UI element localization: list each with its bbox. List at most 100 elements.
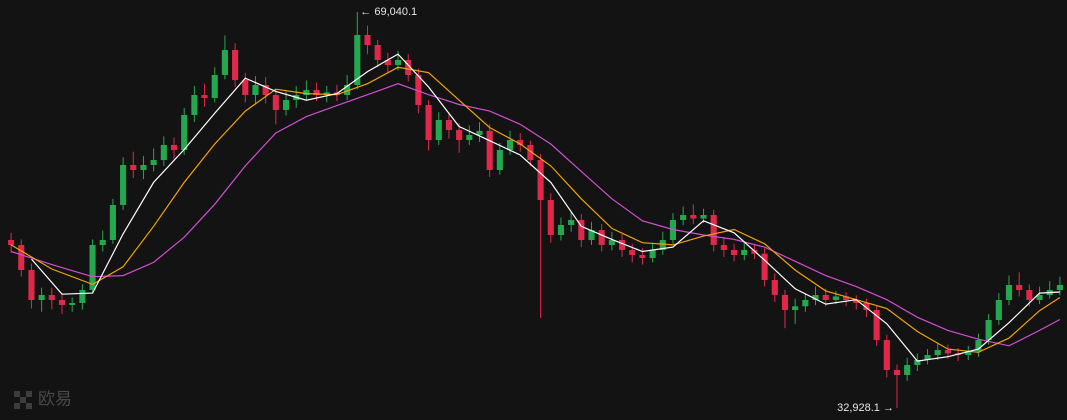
- candle-body: [394, 60, 402, 65]
- candle-body: [282, 100, 290, 110]
- candle-body: [547, 200, 554, 235]
- candle-body: [1016, 285, 1023, 290]
- candle-body: [79, 290, 86, 304]
- candle-body: [802, 300, 809, 307]
- candle-body: [822, 295, 829, 300]
- candle-body: [639, 255, 646, 259]
- candle-body: [232, 50, 239, 80]
- candle-body: [354, 35, 361, 85]
- candle-body: [924, 355, 931, 360]
- candle-body: [374, 45, 381, 60]
- candle-body: [456, 130, 463, 140]
- candle-body: [496, 150, 503, 170]
- candle-body: [629, 250, 636, 255]
- candle-body: [934, 350, 941, 355]
- candle-body: [211, 75, 218, 98]
- candle-body: [985, 320, 992, 340]
- min-price-label: 32,928.1 →: [837, 402, 894, 414]
- candle-body: [38, 295, 45, 300]
- candle-body: [761, 253, 768, 280]
- candle-body: [741, 250, 748, 255]
- candle-body: [781, 295, 789, 310]
- candle-body: [506, 140, 514, 150]
- candle-body: [272, 95, 279, 110]
- candle-body: [578, 220, 585, 240]
- candle-body: [527, 145, 534, 160]
- candle-body: [364, 35, 371, 45]
- moving-average-line: [10, 66, 1061, 353]
- candle-body: [944, 350, 951, 354]
- logo-block: [14, 391, 20, 397]
- candle-body: [303, 90, 310, 95]
- logo-block: [26, 403, 32, 409]
- candle-body: [466, 135, 473, 140]
- candle-body: [975, 340, 982, 352]
- candle-body: [883, 340, 890, 370]
- watermark: 欧易: [14, 389, 72, 409]
- candle-body: [58, 300, 66, 305]
- candle-body: [965, 351, 972, 355]
- candle-body: [384, 60, 391, 65]
- moving-average-line: [10, 83, 1061, 347]
- candle-body: [771, 280, 778, 295]
- candle-body: [517, 140, 524, 145]
- candle-body: [649, 250, 656, 259]
- candle-body: [425, 105, 432, 140]
- candle-body: [405, 60, 412, 75]
- candle-body: [873, 310, 880, 340]
- candle-body: [170, 145, 178, 150]
- candle-body: [476, 130, 483, 135]
- candle-body: [1036, 295, 1043, 300]
- candle-body: [863, 303, 870, 310]
- candle-body: [710, 215, 717, 245]
- candle-body: [832, 296, 839, 300]
- candle-body: [344, 85, 351, 95]
- candle-body: [109, 205, 116, 240]
- candle-body: [608, 240, 615, 245]
- candle-body: [415, 75, 422, 105]
- candle-body: [99, 240, 106, 245]
- candle-body: [690, 215, 697, 219]
- candle-body: [8, 240, 15, 245]
- logo-block: [14, 403, 20, 409]
- moving-average-line: [31, 53, 1060, 362]
- candle-body: [792, 306, 799, 310]
- candle-body: [140, 165, 147, 170]
- candle-body: [995, 300, 1002, 320]
- candle-body: [1056, 285, 1063, 290]
- candle-body: [313, 90, 320, 95]
- candle-body: [537, 160, 544, 200]
- candle-body: [262, 85, 269, 95]
- candle-body: [680, 215, 687, 220]
- candle-body: [812, 295, 819, 300]
- candle-body: [191, 95, 198, 115]
- candle-body: [893, 370, 901, 375]
- candle-body: [150, 160, 157, 165]
- candle-body: [48, 295, 55, 300]
- candle-body: [130, 165, 137, 170]
- candle-body: [486, 130, 493, 170]
- candle-body: [120, 165, 127, 205]
- watermark-text: 欧易: [38, 389, 72, 408]
- candle-body: [659, 240, 666, 250]
- candle-body: [598, 230, 605, 245]
- candle-body: [914, 360, 921, 365]
- candle-body: [89, 245, 96, 290]
- candle-body: [853, 300, 860, 304]
- candle-body: [221, 50, 228, 75]
- candle-body: [242, 80, 249, 95]
- max-price-label: ← 69,040.1: [360, 6, 417, 18]
- candle-body: [201, 95, 208, 98]
- candle-body: [181, 115, 188, 150]
- candle-body: [252, 85, 259, 95]
- logo-block: [20, 397, 26, 403]
- candle-body: [720, 245, 727, 250]
- candle-body: [557, 225, 565, 235]
- candle-body: [904, 365, 911, 375]
- candle-body: [18, 245, 25, 270]
- candle-body: [731, 250, 738, 255]
- candle-body: [588, 230, 595, 240]
- candle-body: [69, 303, 76, 305]
- candle-body: [445, 120, 453, 130]
- logo-block: [26, 391, 32, 397]
